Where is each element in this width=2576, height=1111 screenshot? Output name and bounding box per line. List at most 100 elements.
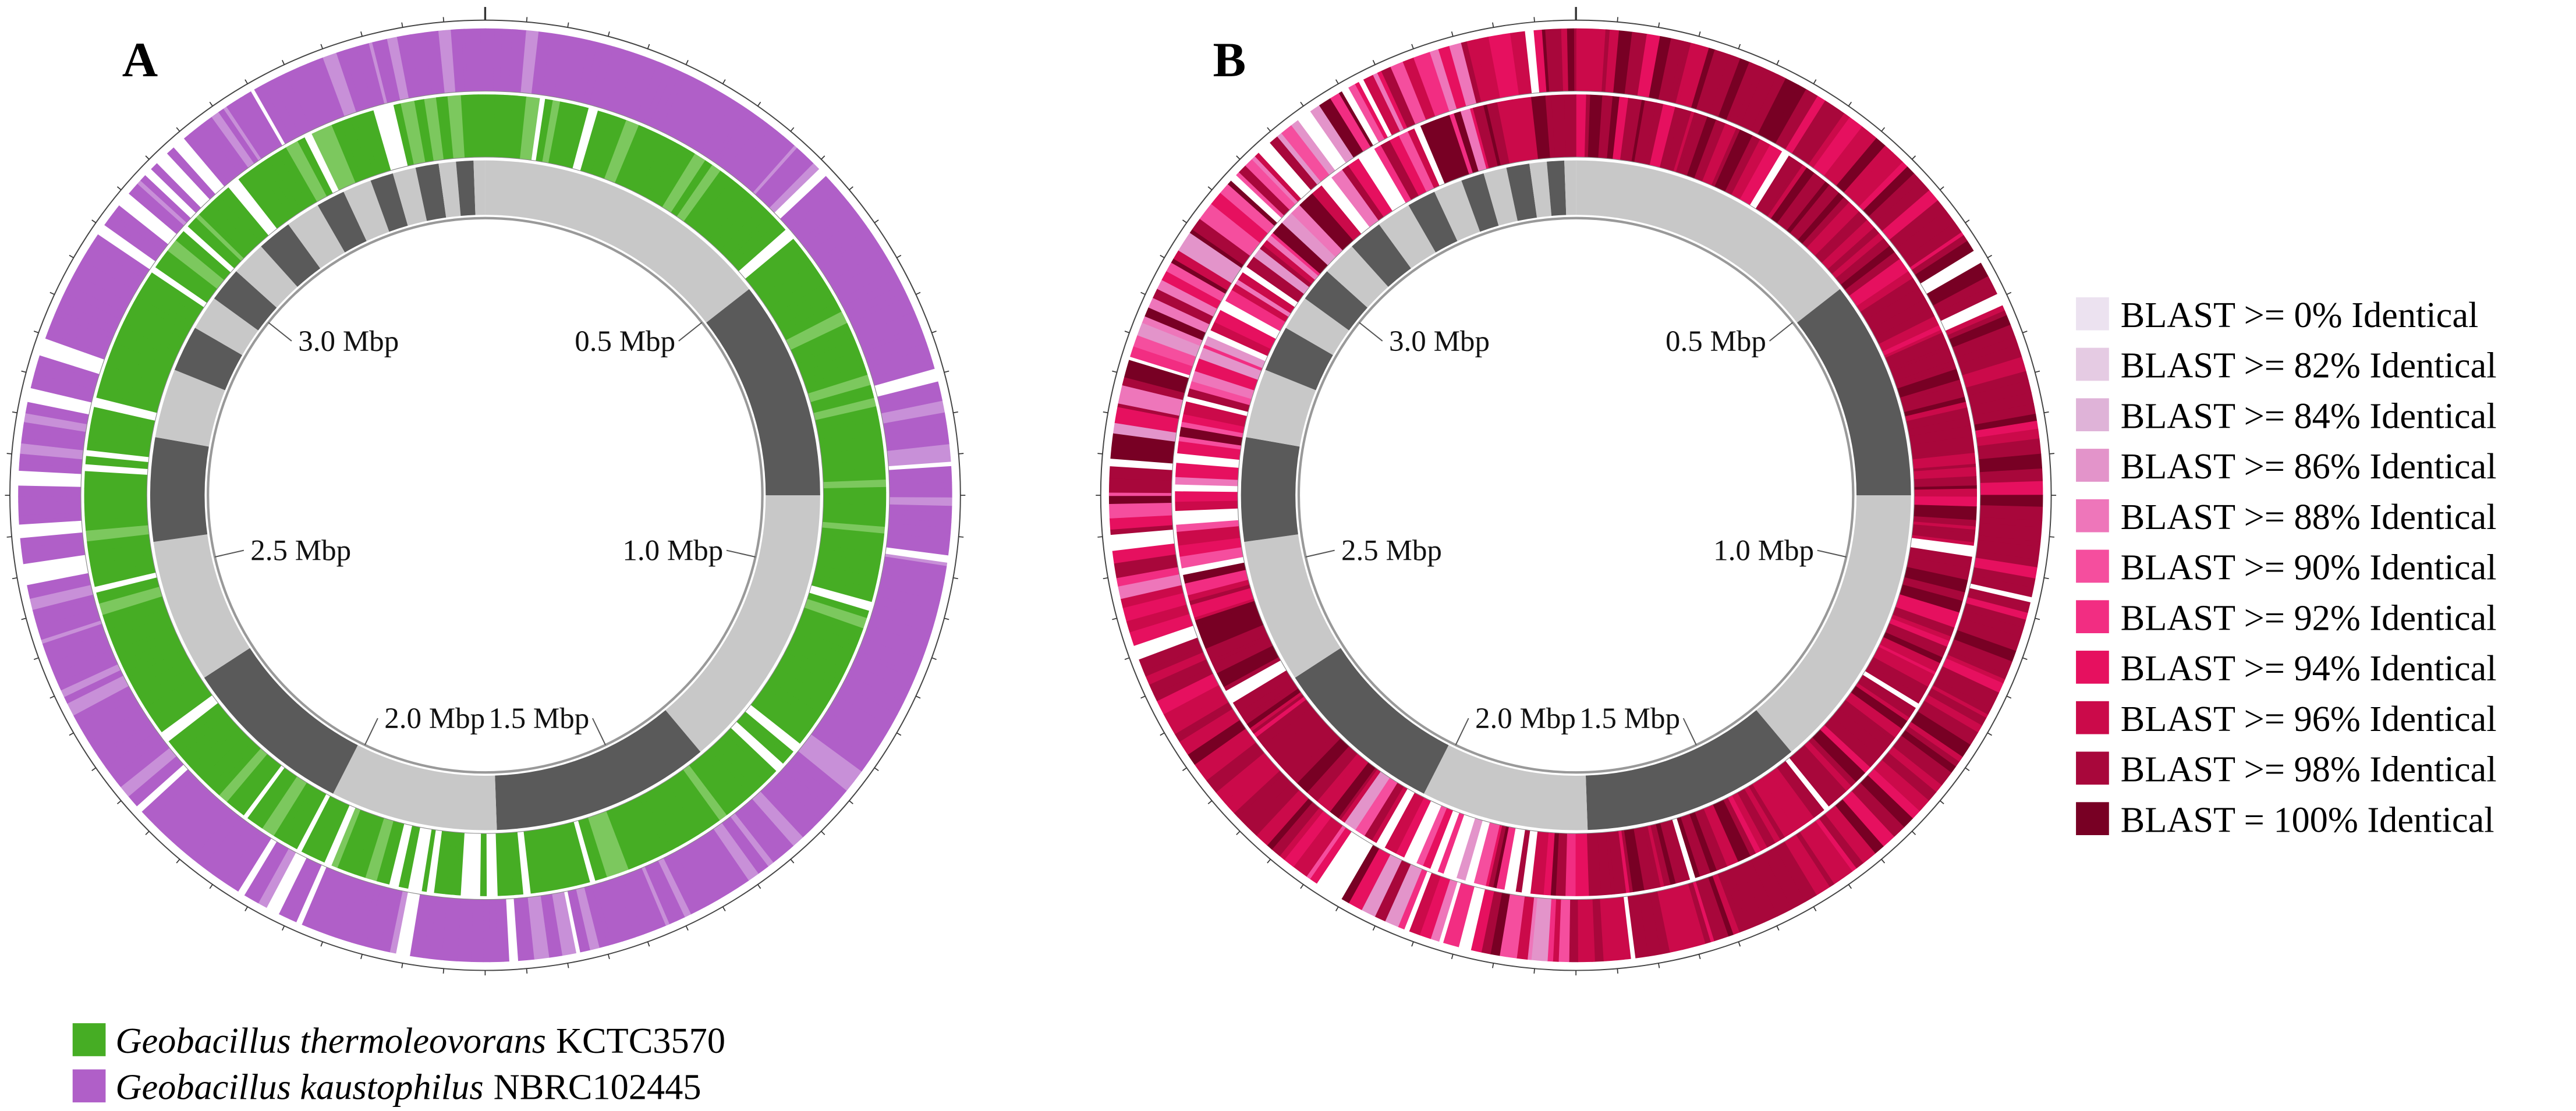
ring-segment	[1845, 692, 1902, 739]
ring-segment	[713, 823, 759, 881]
ring-segment	[1621, 830, 1634, 893]
ring-segment	[1913, 467, 1977, 480]
ring-segment	[1533, 29, 1547, 93]
ring-segment	[451, 29, 465, 93]
legend-text: BLAST >= 86% Identical	[2121, 446, 2497, 487]
ring-segment	[1857, 677, 1914, 718]
ring-segment	[483, 899, 490, 963]
ring-segment	[678, 85, 722, 147]
ring-segment	[809, 585, 872, 612]
ring-segment	[821, 236, 883, 283]
ring-segment	[230, 97, 274, 157]
ring-segment	[1878, 644, 1936, 675]
backbone-segment	[174, 328, 243, 391]
scale-label: 0.5 Mbp	[575, 325, 675, 358]
ring-segment	[1430, 810, 1459, 872]
ring-segment	[817, 229, 872, 269]
backbone-segment	[1295, 648, 1449, 794]
backbone-segment	[150, 437, 209, 542]
ring-segment	[782, 651, 841, 688]
ring-segment	[1266, 235, 1319, 281]
ring-segment	[1256, 699, 1312, 746]
ring-segment	[836, 685, 898, 727]
ring-segment	[46, 633, 108, 664]
ring-segment	[769, 163, 820, 214]
ring-segment	[628, 132, 661, 191]
ring-segment	[121, 636, 180, 667]
ring-segment	[798, 620, 858, 647]
ring-segment	[1712, 874, 1740, 935]
ring-segment	[678, 848, 713, 906]
ring-segment	[1389, 135, 1427, 196]
ring-segment	[765, 158, 814, 208]
ring-segment	[1586, 832, 1601, 896]
ring-segment	[1785, 758, 1829, 811]
ring-segment	[401, 100, 426, 165]
ring-segment	[373, 108, 398, 171]
ring-segment	[1206, 742, 1264, 793]
ring-segment	[1336, 842, 1373, 899]
ring-segment	[1545, 95, 1555, 158]
backbone-segment	[1241, 437, 1300, 542]
ring-segment	[1917, 700, 1979, 746]
ring-segment	[508, 95, 524, 159]
ring-segment	[136, 764, 188, 812]
tick	[874, 767, 879, 771]
ring-segment	[90, 234, 150, 279]
ring-segment	[1192, 218, 1250, 265]
legend-text: BLAST >= 0% Identical	[2121, 295, 2479, 335]
ring-segment	[185, 719, 237, 767]
tick	[282, 925, 285, 931]
ring-segment	[542, 100, 561, 164]
ring-segment	[84, 501, 148, 516]
ring-segment	[238, 176, 280, 229]
ring-segment	[320, 128, 349, 187]
ring-segment	[615, 875, 644, 938]
ring-segment	[604, 120, 639, 183]
ring-segment	[1904, 566, 1968, 593]
tick	[1182, 767, 1187, 771]
ring-segment	[495, 899, 504, 963]
ring-segment	[389, 890, 408, 954]
ring-segment	[112, 205, 169, 252]
ring-segment	[331, 807, 361, 868]
ring-segment	[192, 810, 241, 868]
ring-segment	[133, 296, 192, 333]
ring-segment	[1398, 868, 1427, 930]
ring-segment	[27, 573, 91, 599]
ring-segment	[387, 37, 409, 101]
legend-text: BLAST = 100% Identical	[2121, 800, 2494, 840]
ring-segment	[1775, 89, 1819, 150]
ring-segment	[791, 751, 847, 801]
ring-segment	[1199, 212, 1255, 256]
ring-segment	[888, 456, 951, 467]
ring-segment	[1568, 899, 1578, 963]
ring-segment	[711, 108, 750, 163]
ring-segment	[701, 187, 750, 242]
backbone-segment	[1529, 161, 1552, 218]
ring-segment	[752, 791, 803, 847]
ring-segment	[768, 675, 825, 715]
ring-segment	[660, 152, 696, 208]
ring-segment	[64, 284, 125, 320]
ring-segment	[1179, 426, 1243, 446]
ring-segment	[567, 890, 586, 953]
ring-segment	[1976, 539, 2040, 560]
ring-segment	[1342, 165, 1384, 221]
backbone-segment	[1408, 191, 1458, 253]
ring-segment	[125, 644, 184, 678]
ring-segment	[1836, 137, 1886, 193]
ring-segment	[1547, 899, 1557, 962]
ring-segment	[480, 833, 487, 896]
ring-segment	[88, 543, 153, 565]
ring-segment	[1859, 162, 1908, 211]
ring-segment	[34, 361, 98, 390]
ring-segment	[1153, 288, 1214, 325]
legend-text: BLAST >= 90% Identical	[2121, 548, 2497, 588]
ring-segment	[1181, 421, 1243, 438]
ring-segment	[1252, 156, 1299, 205]
tick	[1848, 884, 1852, 889]
ring-segment	[205, 116, 249, 172]
ring-segment	[1717, 872, 1745, 933]
tick	[944, 617, 949, 620]
